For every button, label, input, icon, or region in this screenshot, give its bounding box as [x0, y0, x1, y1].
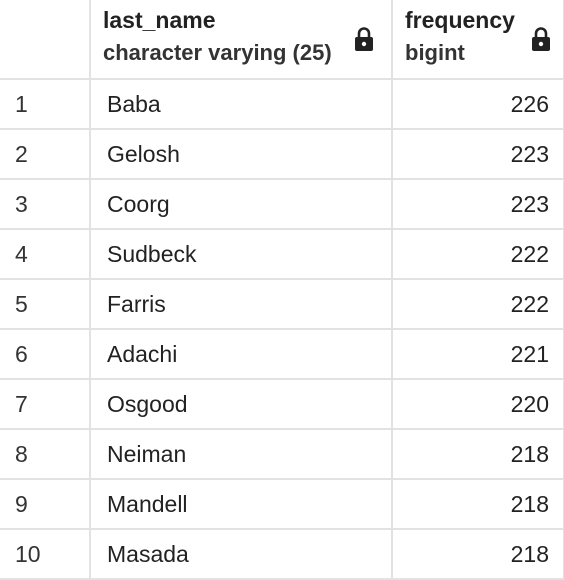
frequency-cell[interactable]: 222 — [392, 279, 564, 330]
last-name-cell[interactable]: Adachi — [90, 329, 393, 380]
row-number: 3 — [0, 179, 91, 230]
last-name-cell[interactable]: Gelosh — [90, 129, 393, 180]
last-name-cell[interactable]: Baba — [90, 79, 393, 130]
table-row[interactable]: 7 Osgood 220 — [0, 379, 564, 430]
column-header-last-name[interactable]: last_name character varying (25) — [90, 0, 393, 80]
last-name-cell[interactable]: Osgood — [90, 379, 393, 430]
frequency-cell[interactable]: 221 — [392, 329, 564, 380]
frequency-cell[interactable]: 218 — [392, 429, 564, 480]
row-number: 2 — [0, 129, 91, 180]
table-row[interactable]: 6 Adachi 221 — [0, 329, 564, 380]
last-name-cell[interactable]: Masada — [90, 529, 393, 580]
last-name-cell[interactable]: Sudbeck — [90, 229, 393, 280]
row-number-header — [0, 0, 91, 80]
frequency-cell[interactable]: 222 — [392, 229, 564, 280]
row-number: 1 — [0, 79, 91, 130]
column-header-frequency[interactable]: frequency bigint — [392, 0, 564, 80]
header-row: last_name character varying (25) frequen… — [0, 0, 564, 80]
table-row[interactable]: 2 Gelosh 223 — [0, 129, 564, 180]
last-name-cell[interactable]: Coorg — [90, 179, 393, 230]
column-type: character varying (25) — [103, 40, 332, 65]
frequency-cell[interactable]: 220 — [392, 379, 564, 430]
frequency-cell[interactable]: 223 — [392, 179, 564, 230]
table-row[interactable]: 9 Mandell 218 — [0, 479, 564, 530]
frequency-cell[interactable]: 218 — [392, 479, 564, 530]
row-number: 4 — [0, 229, 91, 280]
table-row[interactable]: 4 Sudbeck 222 — [0, 229, 564, 280]
frequency-cell[interactable]: 223 — [392, 129, 564, 180]
last-name-cell[interactable]: Farris — [90, 279, 393, 330]
last-name-cell[interactable]: Mandell — [90, 479, 393, 530]
row-number: 10 — [0, 529, 91, 580]
column-name: last_name — [103, 7, 216, 33]
table-row[interactable]: 10 Masada 218 — [0, 529, 564, 580]
column-name: frequency — [405, 7, 515, 33]
frequency-cell[interactable]: 218 — [392, 529, 564, 580]
lock-icon — [532, 27, 550, 51]
table-row[interactable]: 8 Neiman 218 — [0, 429, 564, 480]
table-row[interactable]: 1 Baba 226 — [0, 79, 564, 130]
table-row[interactable]: 3 Coorg 223 — [0, 179, 564, 230]
table-row[interactable]: 5 Farris 222 — [0, 279, 564, 330]
frequency-cell[interactable]: 226 — [392, 79, 564, 130]
lock-icon — [355, 27, 373, 51]
row-number: 8 — [0, 429, 91, 480]
row-number: 7 — [0, 379, 91, 430]
column-type: bigint — [405, 40, 465, 65]
last-name-cell[interactable]: Neiman — [90, 429, 393, 480]
row-number: 9 — [0, 479, 91, 530]
row-number: 6 — [0, 329, 91, 380]
row-number: 5 — [0, 279, 91, 330]
